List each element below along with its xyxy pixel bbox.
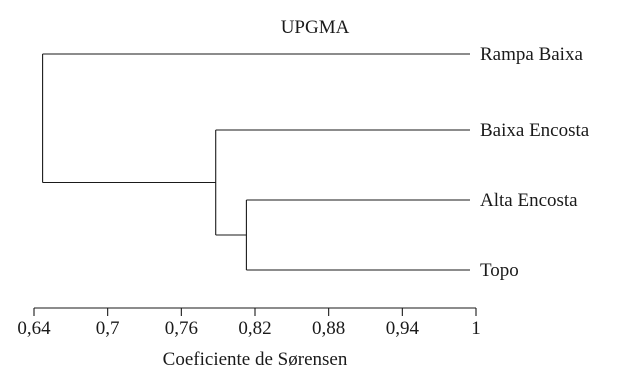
x-tick-label: 0,88: [312, 318, 345, 339]
leaf-label-baixa-encosta: Baixa Encosta: [480, 120, 590, 141]
leaf-label-topo: Topo: [480, 260, 519, 281]
leaf-labels: Rampa Baixa Baixa Encosta Alta Encosta Topo: [480, 44, 590, 281]
x-axis: 0,64 0,7 0,76 0,82 0,88 0,94 1: [17, 307, 481, 339]
x-tick-label: 0,82: [238, 318, 271, 339]
x-tick-label: 0,76: [165, 318, 198, 339]
leaf-label-rampa-baixa: Rampa Baixa: [480, 44, 583, 65]
x-tick-label: 0,7: [96, 318, 120, 339]
dendrogram-branches: [42, 53, 470, 271]
x-axis-ticks: 0,64 0,7 0,76 0,82 0,88 0,94 1: [17, 308, 481, 339]
x-tick-label: 0,64: [17, 318, 51, 339]
x-axis-label: Coeficiente de Sørensen: [163, 349, 348, 370]
leaf-label-alta-encosta: Alta Encosta: [480, 190, 578, 211]
x-tick-label: 1: [471, 318, 481, 339]
chart-title: UPGMA: [281, 17, 350, 38]
x-tick-label: 0,94: [386, 318, 420, 339]
